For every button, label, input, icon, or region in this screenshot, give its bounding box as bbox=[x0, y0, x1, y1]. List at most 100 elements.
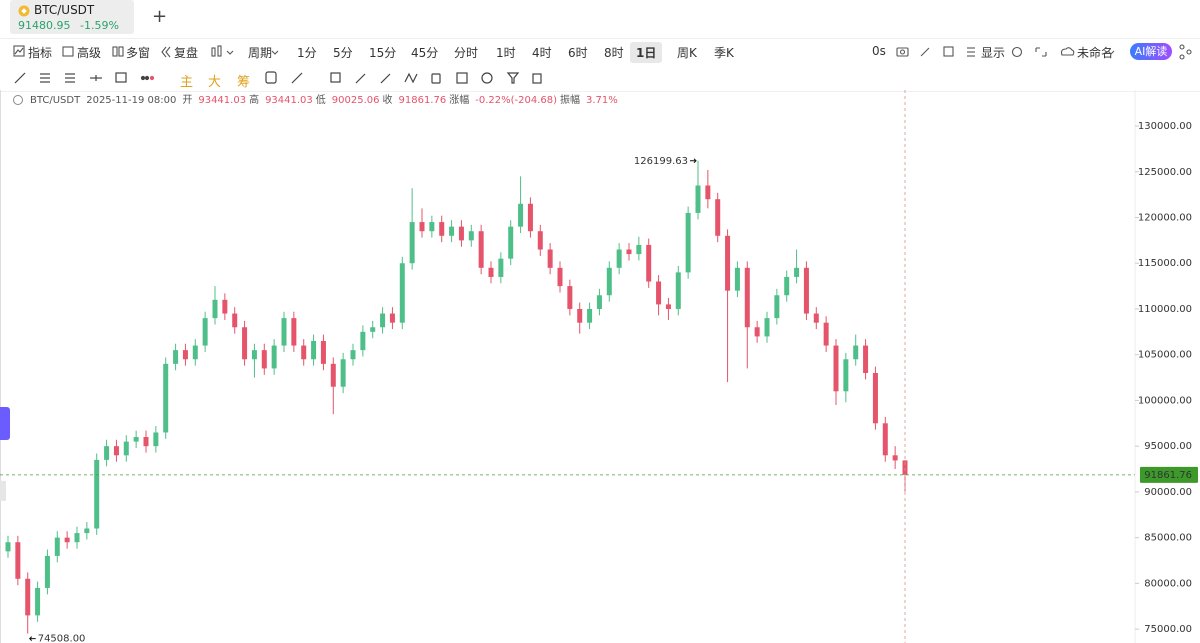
candle-body bbox=[764, 318, 770, 337]
interval-button[interactable]: 1分 bbox=[297, 46, 317, 60]
candle-body bbox=[616, 249, 622, 268]
toolbar-item[interactable]: 指标 bbox=[28, 46, 53, 60]
candle-body bbox=[458, 226, 464, 241]
candle-body bbox=[143, 437, 149, 447]
candle-body bbox=[311, 340, 317, 360]
candle-body bbox=[527, 203, 533, 232]
y-tick-label: 95000.00 bbox=[1144, 441, 1192, 452]
candle-body bbox=[222, 299, 228, 314]
candle-body bbox=[547, 249, 553, 268]
candle-body bbox=[44, 555, 50, 588]
info-field: 高 bbox=[249, 93, 259, 106]
candle-body bbox=[291, 318, 297, 346]
interval-button[interactable]: 分时 bbox=[454, 46, 479, 60]
info-field: 90025.06 bbox=[332, 95, 380, 106]
candle-body bbox=[774, 295, 780, 319]
interval-button[interactable]: 周K bbox=[677, 46, 697, 60]
toolbar-item[interactable]: 高级 bbox=[77, 46, 102, 60]
indicator-shortcut[interactable]: 筹 bbox=[237, 75, 251, 90]
symbol-tab[interactable]: BTC/USDT 91480.95 -1.59% bbox=[10, 0, 134, 34]
candle-body bbox=[242, 327, 248, 360]
candle-body bbox=[715, 199, 721, 236]
max-arrow bbox=[690, 158, 697, 164]
ohlc-info: BTC/USDT 2025-11-19 08:00 开 93441.03 高 93441.… bbox=[30, 93, 618, 106]
candle-body bbox=[685, 212, 691, 273]
add-tab[interactable]: + bbox=[152, 6, 168, 27]
candle-body bbox=[892, 455, 898, 461]
coin-icon bbox=[18, 5, 30, 17]
candle-body bbox=[567, 286, 573, 309]
candle-body bbox=[251, 350, 257, 360]
interval-button[interactable]: 1日 bbox=[630, 42, 663, 63]
candle-body bbox=[902, 460, 908, 475]
candle-body bbox=[518, 203, 524, 227]
candle-body bbox=[488, 267, 494, 277]
candle-body bbox=[803, 267, 809, 314]
candle-body bbox=[784, 276, 790, 296]
last-price-tag bbox=[1140, 466, 1198, 483]
toolbar-item[interactable]: 多窗 bbox=[126, 46, 151, 60]
y-tick-label: 85000.00 bbox=[1144, 533, 1192, 544]
tab-change: -1.59% bbox=[80, 19, 119, 32]
candle-body bbox=[872, 372, 878, 424]
ai-button[interactable]: AI解读 bbox=[1130, 43, 1172, 60]
interval-button[interactable]: 5分 bbox=[333, 46, 353, 60]
min-arrow bbox=[29, 636, 36, 641]
interval-button[interactable]: 15分 bbox=[369, 46, 397, 60]
candle-body bbox=[35, 587, 41, 616]
indicator-shortcut[interactable]: 主 bbox=[180, 75, 194, 90]
candle-body bbox=[360, 331, 366, 351]
display-menu[interactable]: 显示 bbox=[981, 46, 1006, 60]
candle-body bbox=[656, 281, 662, 305]
toolbar-item[interactable]: 复盘 bbox=[174, 46, 199, 60]
info-toggle bbox=[13, 95, 23, 105]
candle-body bbox=[882, 423, 888, 456]
indicator-shortcut[interactable]: 大 bbox=[208, 75, 222, 90]
drawing-toolbar: 主大筹 bbox=[0, 65, 1200, 92]
max-label: 126199.63 bbox=[634, 156, 688, 167]
drawing-icons bbox=[14, 71, 542, 84]
interval-button[interactable]: 1时 bbox=[496, 46, 516, 60]
y-tick-label: 115000.00 bbox=[1138, 258, 1192, 269]
info-field: 91861.76 bbox=[399, 95, 447, 106]
interval-button[interactable]: 8时 bbox=[604, 46, 624, 60]
candle-body bbox=[94, 459, 100, 529]
info-field: 低 bbox=[316, 93, 326, 106]
candle-body bbox=[843, 359, 849, 392]
candle-body bbox=[537, 231, 543, 250]
interval-button[interactable]: 6时 bbox=[568, 46, 588, 60]
side-panel-toggle[interactable] bbox=[0, 407, 10, 440]
candle-body bbox=[863, 345, 869, 373]
tab-price: 91480.95 bbox=[18, 19, 71, 32]
info-field: -0.22%(-204.68) bbox=[475, 95, 557, 106]
candle-body bbox=[232, 313, 238, 328]
interval-button[interactable]: 季K bbox=[714, 46, 734, 60]
candle-body bbox=[508, 226, 514, 259]
interval-button[interactable]: 45分 bbox=[411, 46, 439, 60]
interval-button[interactable]: 4时 bbox=[532, 46, 552, 60]
y-tick-label: 100000.00 bbox=[1138, 395, 1192, 406]
chart: 75000.00 80000.00 85000.00 90000.00 95000.00… bbox=[0, 90, 1198, 643]
candle-body bbox=[823, 322, 829, 346]
candle-body bbox=[626, 249, 632, 255]
candle-body bbox=[833, 345, 839, 392]
candle-body bbox=[202, 318, 208, 346]
candle-body bbox=[380, 313, 386, 328]
candle-body bbox=[498, 258, 504, 277]
period-menu[interactable]: 周期 bbox=[248, 46, 273, 60]
candle-body bbox=[478, 231, 484, 268]
candle-body bbox=[370, 327, 376, 332]
candle-body bbox=[182, 350, 188, 360]
y-tick-label: 75000.00 bbox=[1144, 624, 1192, 635]
candle-body bbox=[389, 313, 395, 323]
candle-body bbox=[84, 528, 90, 534]
candle-body bbox=[153, 432, 159, 447]
info-field: 93441.03 bbox=[198, 95, 246, 106]
candle-body bbox=[74, 533, 80, 543]
countdown[interactable]: 0s bbox=[872, 44, 886, 58]
candle-body bbox=[340, 359, 346, 387]
candle-body bbox=[192, 345, 198, 360]
layout-name[interactable]: 未命名 bbox=[1077, 46, 1114, 60]
info-field: 收 bbox=[383, 93, 393, 106]
info-field: 93441.03 bbox=[265, 95, 313, 106]
